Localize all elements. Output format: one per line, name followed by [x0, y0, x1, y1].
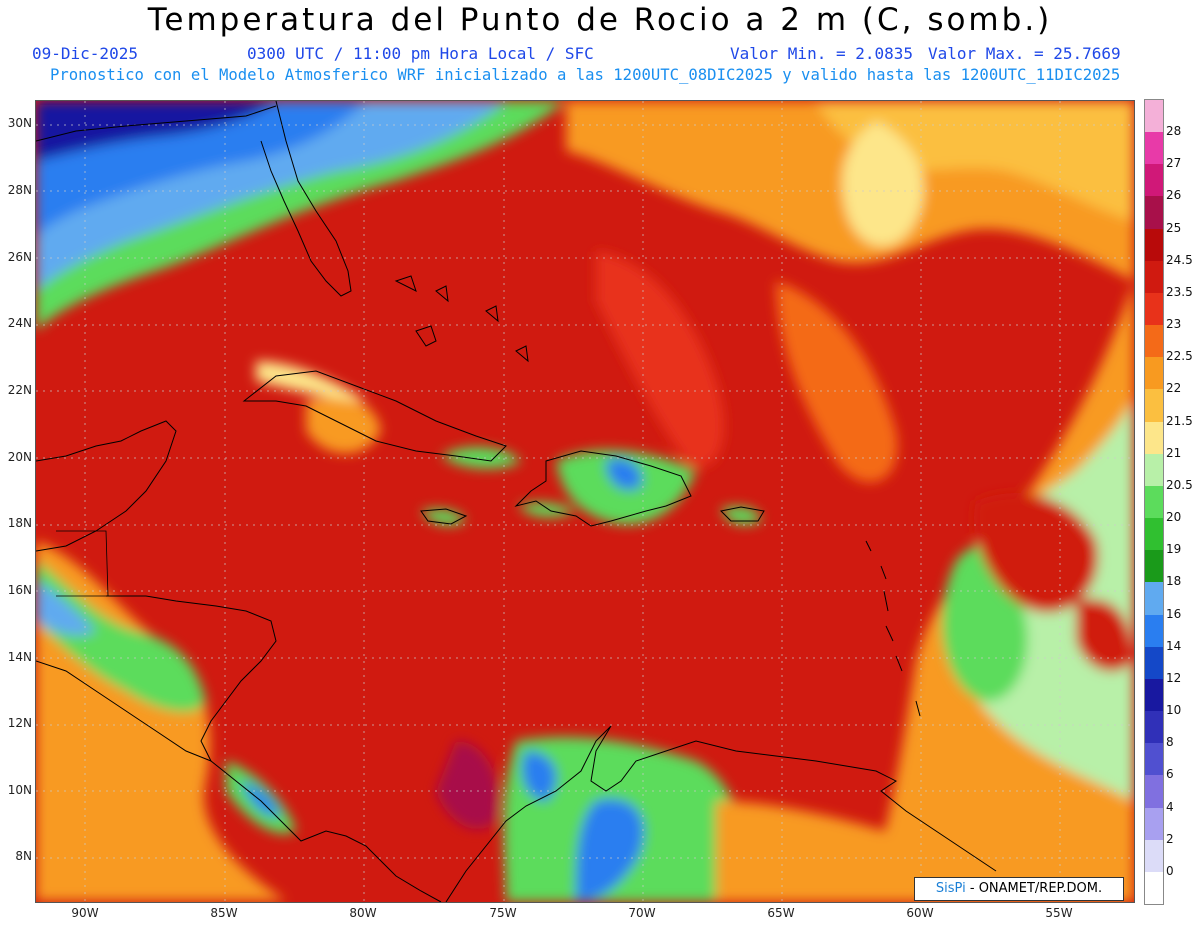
forecast-time: 0300 UTC / 11:00 pm Hora Local / SFC [247, 44, 594, 63]
colorbar-swatch [1145, 196, 1163, 230]
colorbar-swatch [1145, 743, 1163, 776]
colorbar-label: 19 [1166, 542, 1182, 557]
colorbar-swatch [1145, 421, 1163, 455]
colorbar-swatch [1145, 807, 1163, 841]
lon-label: 85W [210, 906, 238, 920]
max-value: Valor Max. = 25.7669 [928, 44, 1121, 63]
colorbar-swatch [1145, 164, 1163, 197]
lat-label: 16N [7, 583, 32, 597]
credit-box: SisPi - ONAMET/REP.DOM. [914, 877, 1124, 901]
puerto-rico-coast [719, 506, 765, 522]
lon-label: 60W [906, 906, 934, 920]
colorbar-swatch [1145, 646, 1163, 680]
colorbar-swatch [1145, 292, 1163, 326]
colorbar [1144, 99, 1164, 905]
model-info: Pronostico con el Modelo Atmosferico WRF… [50, 66, 1121, 84]
colorbar-swatch [1145, 453, 1163, 487]
lat-label: 20N [7, 450, 32, 464]
colorbar-label: 28 [1166, 124, 1182, 139]
colorbar-swatch [1145, 100, 1163, 133]
colorbar-swatch [1145, 678, 1163, 712]
lat-label: 8N [15, 849, 32, 863]
colorbar-swatch [1145, 260, 1163, 294]
lat-label: 28N [7, 183, 32, 197]
colorbar-label: 10 [1166, 703, 1182, 718]
lat-label: 30N [7, 116, 32, 130]
colorbar-label: 14 [1166, 638, 1182, 653]
lat-label: 10N [7, 783, 32, 797]
colorbar-swatch [1145, 775, 1163, 809]
cuba-coast [242, 370, 507, 462]
colorbar-label: 22 [1166, 381, 1182, 396]
colorbar-label: 8 [1166, 735, 1174, 750]
map-title: Temperatura del Punto de Rocio a 2 m (C,… [147, 2, 1053, 38]
dewpoint-field [36, 101, 1134, 902]
hispaniola-coast [514, 450, 692, 527]
colorbar-label: 6 [1166, 767, 1174, 782]
colorbar-label: 23.5 [1166, 284, 1193, 299]
jamaica-coast [420, 508, 468, 525]
colorbar-swatch [1145, 614, 1163, 648]
colorbar-swatch [1145, 550, 1163, 583]
colorbar-label: 12 [1166, 670, 1182, 685]
lon-label: 55W [1045, 906, 1073, 920]
credit-text: - ONAMET/REP.DOM. [965, 881, 1103, 896]
colorbar-label: 27 [1166, 156, 1182, 171]
sispi-logo: SisPi [935, 881, 966, 896]
colorbar-swatch [1145, 839, 1163, 873]
colorbar-label: 21 [1166, 445, 1182, 460]
colorbar-swatch [1145, 389, 1163, 423]
min-value: Valor Min. = 2.0835 [730, 44, 914, 63]
colorbar-label: 0 [1166, 863, 1174, 878]
lat-label: 24N [7, 316, 32, 330]
colorbar-swatch [1145, 228, 1163, 262]
colorbar-label: 16 [1166, 606, 1182, 621]
lon-label: 75W [489, 906, 517, 920]
lon-label: 90W [71, 906, 99, 920]
lat-label: 26N [7, 250, 32, 264]
colorbar-swatch [1145, 711, 1163, 744]
colorbar-label: 26 [1166, 188, 1182, 203]
dewpoint-map [35, 100, 1135, 903]
colorbar-swatch [1145, 357, 1163, 390]
colorbar-label: 2 [1166, 831, 1174, 846]
colorbar-label: 24.5 [1166, 252, 1193, 267]
colorbar-swatch [1145, 325, 1163, 358]
colorbar-label: 4 [1166, 799, 1174, 814]
colorbar-swatch [1145, 132, 1163, 165]
lat-label: 18N [7, 516, 32, 530]
lat-label: 12N [7, 716, 32, 730]
colorbar-label: 18 [1166, 574, 1182, 589]
south-america-coast [445, 725, 997, 902]
florida-coast [260, 101, 352, 297]
lat-label: 14N [7, 650, 32, 664]
lon-label: 80W [349, 906, 377, 920]
colorbar-swatch [1145, 518, 1163, 551]
colorbar-label: 23 [1166, 317, 1182, 332]
colorbar-label: 25 [1166, 220, 1182, 235]
colorbar-swatch [1145, 485, 1163, 519]
colorbar-label: 21.5 [1166, 413, 1193, 428]
colorbar-swatch [1145, 871, 1163, 905]
lat-label: 22N [7, 383, 32, 397]
forecast-date: 09-Dic-2025 [32, 44, 138, 63]
lon-label: 70W [628, 906, 656, 920]
colorbar-swatch [1145, 582, 1163, 616]
colorbar-label: 20.5 [1166, 477, 1193, 492]
colorbar-label: 22.5 [1166, 349, 1193, 364]
colorbar-label: 20 [1166, 510, 1182, 525]
central-america-coast [106, 595, 442, 902]
lon-label: 65W [767, 906, 795, 920]
